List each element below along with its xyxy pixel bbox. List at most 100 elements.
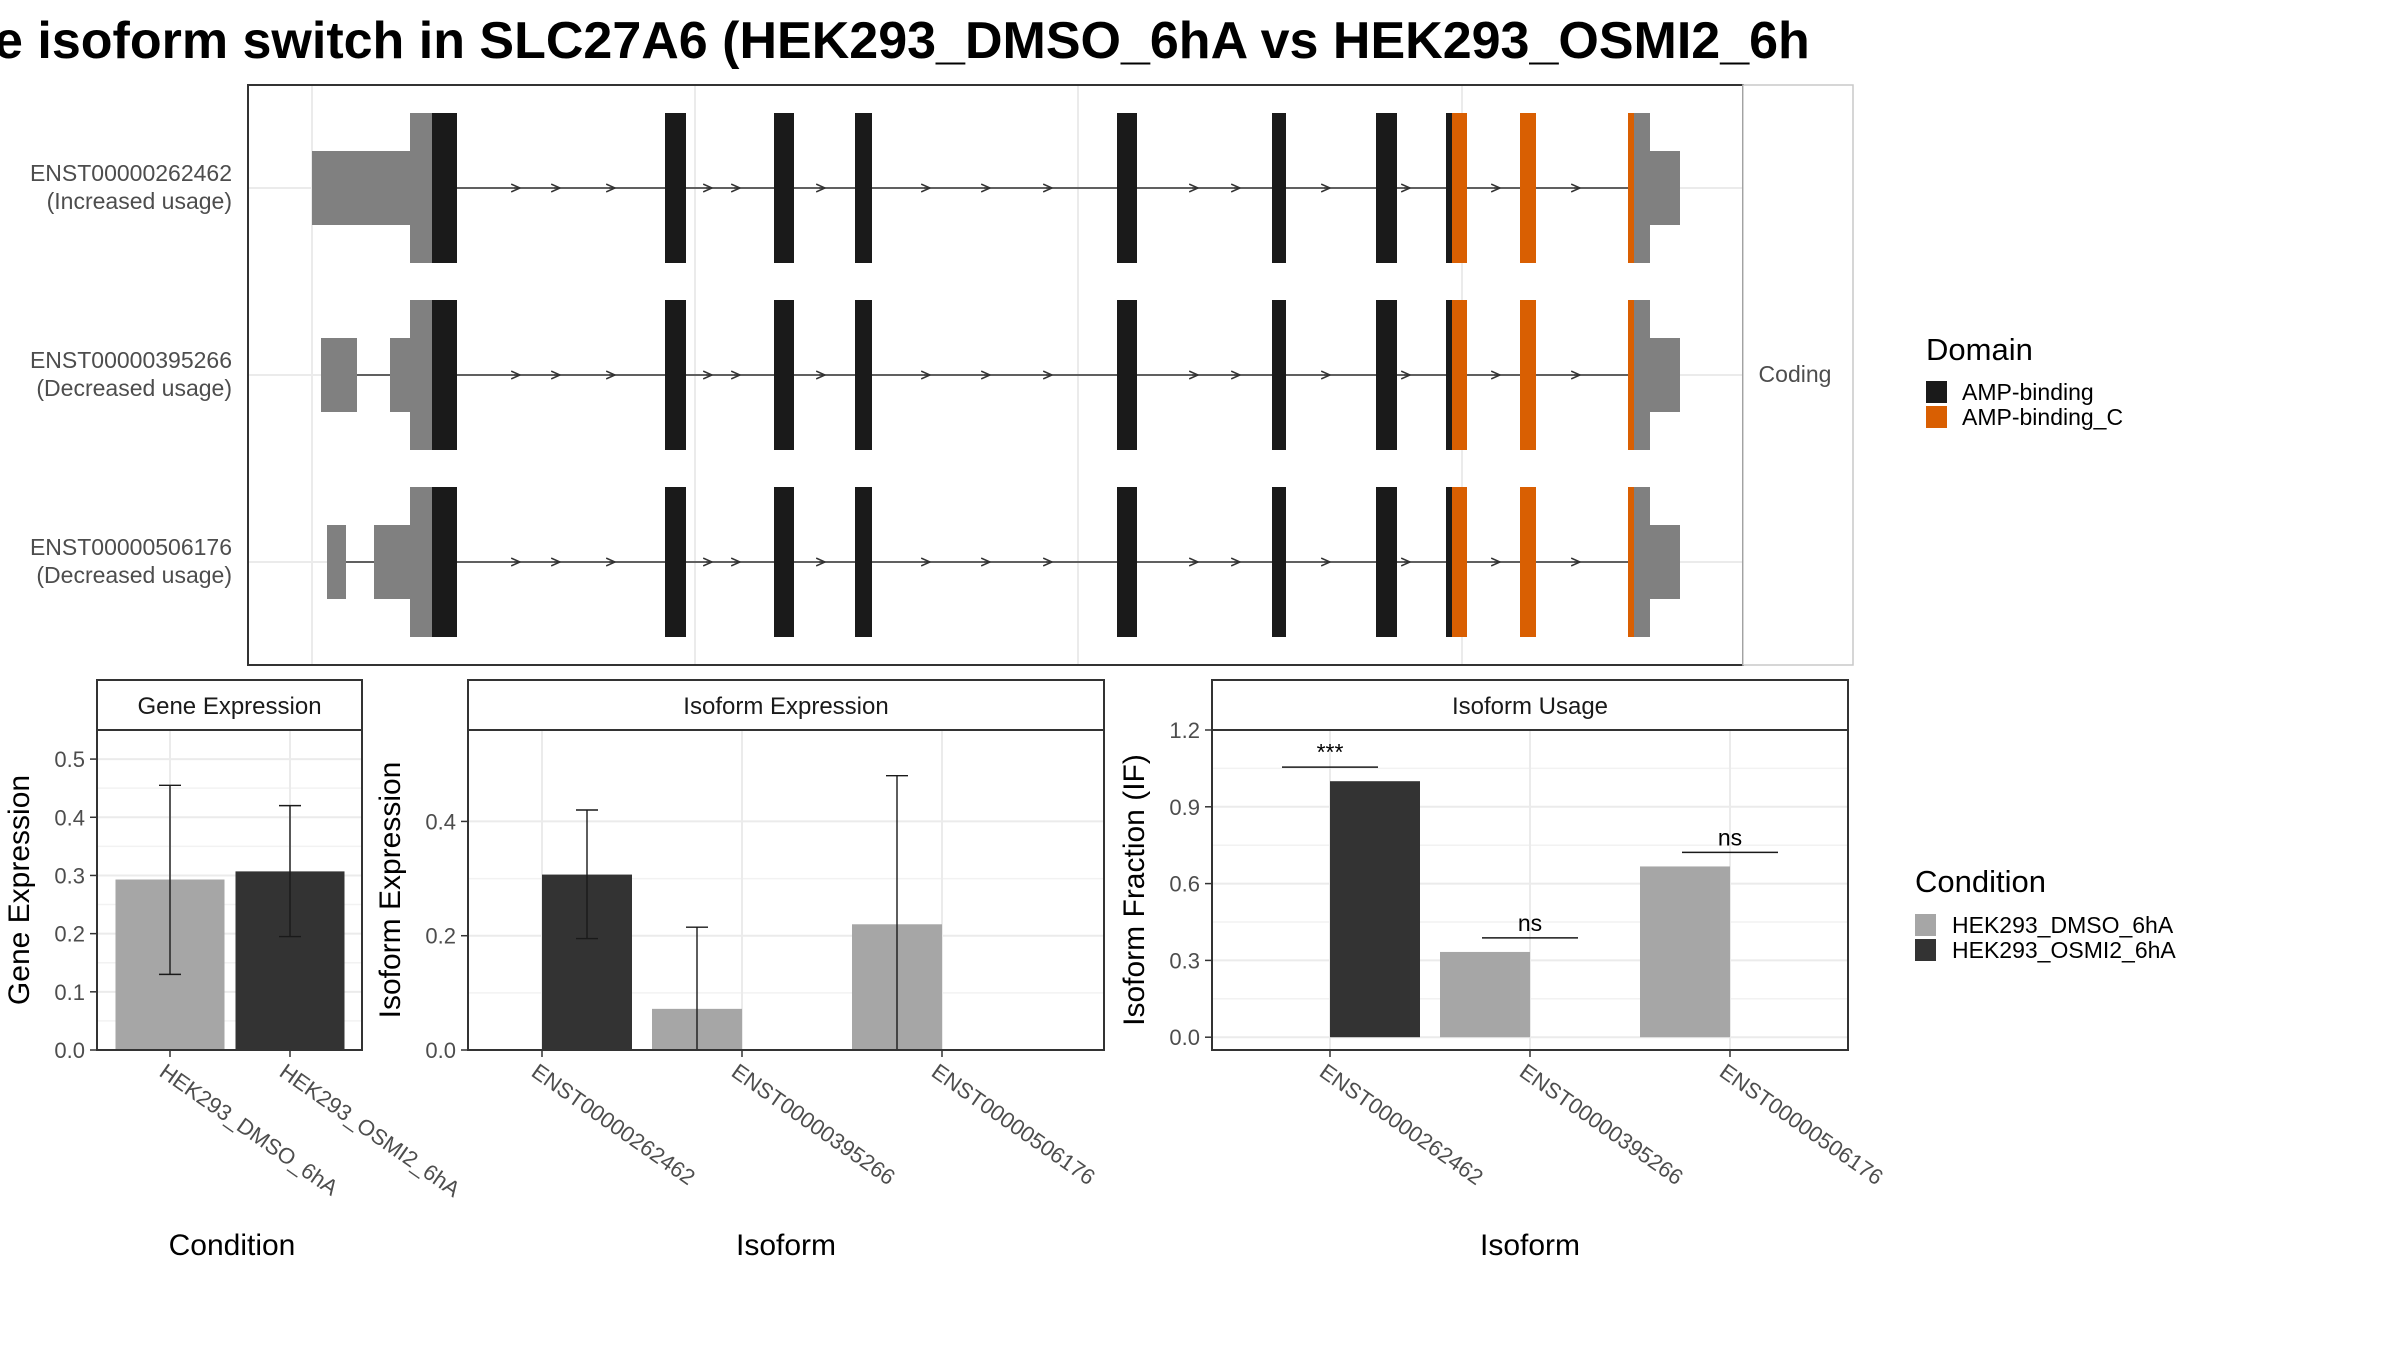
x-tick-label: ENST00000262462	[1315, 1059, 1488, 1190]
utr-exon	[410, 300, 432, 450]
y-tick-label: 1.2	[1169, 718, 1200, 743]
transcript-id-label: ENST00000395266	[30, 347, 232, 373]
y-tick-label: 0.6	[1169, 872, 1200, 897]
bar-osmi2-0	[1330, 781, 1420, 1038]
condition-legend: Condition HEK293_DMSO_6hA HEK293_OSMI2_6…	[1915, 864, 2176, 963]
amp-binding-exon	[855, 487, 872, 637]
utr-exon	[410, 487, 432, 637]
amp-binding-c-exon	[1520, 487, 1536, 637]
amp-binding-exon	[432, 487, 457, 637]
y-tick-label: 0.3	[54, 863, 85, 888]
transcript-usage-label: (Increased usage)	[47, 188, 232, 214]
amp-binding-c-exon	[1628, 300, 1634, 450]
y-tick-label: 0.0	[425, 1038, 456, 1063]
y-tick-label: 0.2	[54, 922, 85, 947]
legend-key-amp-binding-c	[1926, 406, 1947, 428]
amp-binding-exon	[665, 487, 686, 637]
x-tick-label: ENST00000506176	[1715, 1059, 1888, 1190]
amp-binding-exon	[774, 487, 794, 637]
transcript-models	[312, 113, 1680, 637]
x-tick-label: ENST00000395266	[1515, 1059, 1688, 1190]
transcript-labels: ENST00000262462(Increased usage) ENST0000…	[30, 160, 232, 588]
legend-label-amp-binding: AMP-binding	[1962, 379, 2094, 405]
figure-title: e isoform switch in SLC27A6 (HEK293_DMSO…	[0, 12, 1810, 70]
isoform-usage-chart: 0.0 0.3 0.6 0.9 1.2 ENST00000262462 *** ENST000…	[1118, 679, 1888, 1262]
significance-label: ***	[1317, 739, 1344, 765]
amp-binding-exon	[665, 113, 686, 263]
facet-strip	[1211, 679, 1849, 731]
legend-key-dmso	[1915, 914, 1936, 936]
x-tick-label: ENST00000395266	[727, 1059, 900, 1190]
domain-legend: Domain AMP-binding AMP-binding_C	[1926, 332, 2123, 430]
amp-binding-exon	[1117, 300, 1137, 450]
amp-binding-exon	[1446, 113, 1452, 263]
legend-label-dmso: HEK293_DMSO_6hA	[1952, 912, 2174, 938]
y-axis-title: Gene Expression	[3, 775, 36, 1005]
transcript-usage-label: (Decreased usage)	[36, 375, 232, 401]
amp-binding-c-exon	[1520, 113, 1536, 263]
utr-exon	[1634, 300, 1650, 450]
amp-binding-exon	[1117, 487, 1137, 637]
legend-key-osmi2	[1915, 939, 1936, 961]
facet-strip-label: Isoform Usage	[1452, 693, 1608, 720]
isoform-expression-chart: 0.0 0.2 0.4 ENST00000262462 ENST00000395266 E…	[374, 679, 1105, 1262]
utr-exon	[374, 525, 410, 599]
utr-exon	[1634, 113, 1650, 263]
y-tick-label: 0.5	[54, 747, 85, 772]
x-axis-title: Condition	[169, 1229, 296, 1262]
transcript-model-2	[327, 487, 1680, 637]
amp-binding-c-exon	[1520, 300, 1536, 450]
significance-annotation: ***	[1282, 739, 1378, 768]
utr-exon	[321, 338, 357, 412]
condition-legend-title: Condition	[1915, 864, 2046, 899]
legend-label-osmi2: HEK293_OSMI2_6hA	[1952, 937, 2176, 963]
amp-binding-exon	[1376, 300, 1397, 450]
amp-binding-c-exon	[1452, 113, 1467, 263]
amp-binding-exon	[1376, 487, 1397, 637]
error-bar	[159, 784, 181, 976]
legend-key-amp-binding	[1926, 381, 1947, 403]
coding-strip-label: Coding	[1759, 361, 1832, 387]
transcript-id-label: ENST00000262462	[30, 160, 232, 186]
utr-exon	[410, 113, 432, 263]
amp-binding-c-exon	[1452, 487, 1467, 637]
legend-label-amp-binding-c: AMP-binding_C	[1962, 404, 2123, 430]
amp-binding-exon	[1446, 487, 1452, 637]
utr-exon	[327, 525, 346, 599]
amp-binding-exon	[665, 300, 686, 450]
domain-legend-title: Domain	[1926, 332, 2033, 367]
amp-binding-exon	[432, 113, 457, 263]
utr-exon	[390, 338, 410, 412]
y-tick-label: 0.4	[54, 805, 85, 830]
transcript-id-label: ENST00000506176	[30, 534, 232, 560]
y-tick-label: 0.3	[1169, 948, 1200, 973]
transcript-model-1	[321, 300, 1680, 450]
error-bar	[576, 809, 598, 940]
transcript-usage-label: (Decreased usage)	[36, 562, 232, 588]
utr-exon	[312, 151, 410, 225]
significance-label: ns	[1518, 910, 1542, 936]
y-tick-label: 0.2	[425, 924, 456, 949]
transcript-model-0	[312, 113, 1680, 263]
facet-strip	[96, 679, 363, 731]
x-tick-label: ENST00000262462	[527, 1059, 700, 1190]
amp-binding-exon	[1446, 300, 1452, 450]
y-tick-label: 0.9	[1169, 795, 1200, 820]
utr-exon	[1634, 487, 1650, 637]
x-axis-title: Isoform	[736, 1229, 836, 1262]
y-tick-label: 0.1	[54, 980, 85, 1005]
x-tick-label: ENST00000506176	[927, 1059, 1100, 1190]
amp-binding-c-exon	[1628, 113, 1634, 263]
amp-binding-exon	[1272, 113, 1286, 263]
facet-strip	[467, 679, 1105, 731]
error-bar	[279, 804, 301, 938]
amp-binding-exon	[855, 300, 872, 450]
utr-exon	[1650, 525, 1680, 599]
amp-binding-c-exon	[1452, 300, 1467, 450]
amp-binding-exon	[1272, 300, 1286, 450]
facet-strip-label: Gene Expression	[137, 693, 321, 720]
y-tick-label: 0.0	[54, 1038, 85, 1063]
amp-binding-exon	[1117, 113, 1137, 263]
bar-dmso-2	[1640, 866, 1730, 1038]
